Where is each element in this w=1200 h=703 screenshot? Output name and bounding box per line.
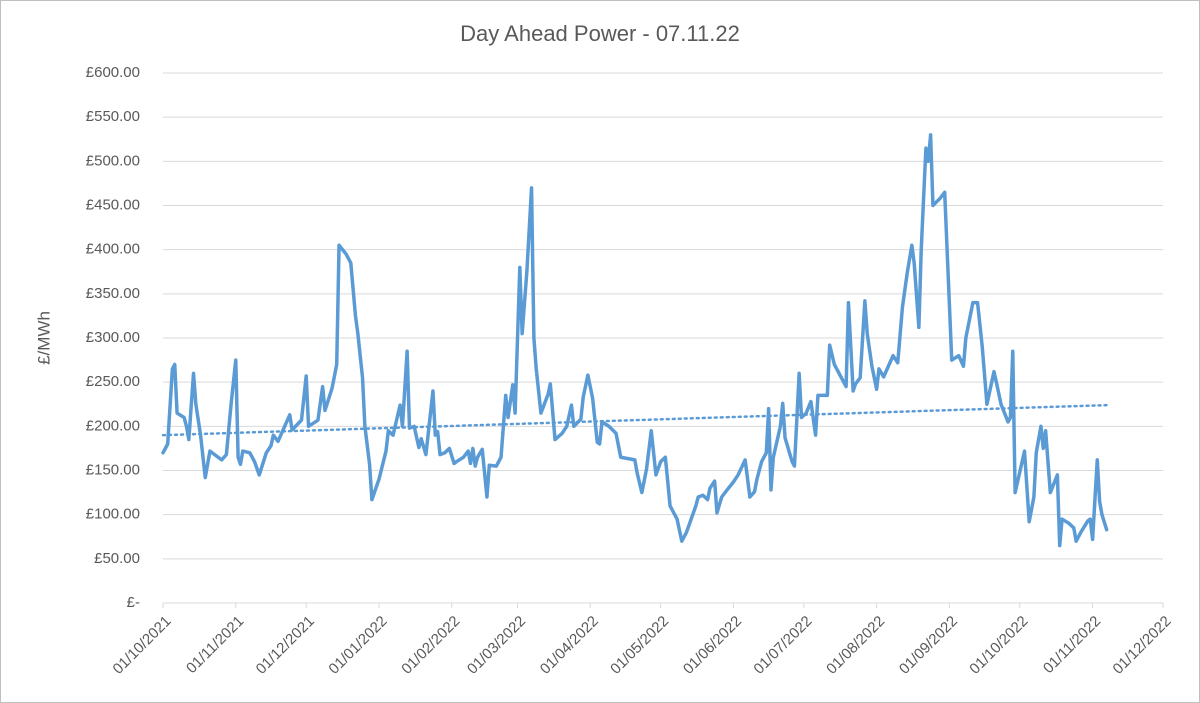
y-tick-label: £250.00 bbox=[86, 373, 140, 390]
y-tick-label: £500.00 bbox=[86, 152, 140, 169]
trendline bbox=[161, 403, 1108, 437]
price-line bbox=[161, 133, 1109, 548]
y-tick-label: £50.00 bbox=[94, 550, 140, 567]
y-tick-label: £450.00 bbox=[86, 196, 140, 213]
y-tick-label: £200.00 bbox=[86, 417, 140, 434]
y-tick-label: £350.00 bbox=[86, 285, 140, 302]
y-tick-label: £100.00 bbox=[86, 506, 140, 523]
y-tick-label: £- bbox=[127, 594, 140, 611]
y-tick-label: £300.00 bbox=[86, 329, 140, 346]
y-tick-label: £600.00 bbox=[86, 64, 140, 81]
y-tick-label: £150.00 bbox=[86, 461, 140, 478]
y-tick-label: £550.00 bbox=[86, 108, 140, 125]
y-axis-label: £/MWh bbox=[34, 311, 53, 365]
chart-title: Day Ahead Power - 07.11.22 bbox=[460, 21, 740, 46]
y-tick-label: £400.00 bbox=[86, 241, 140, 258]
